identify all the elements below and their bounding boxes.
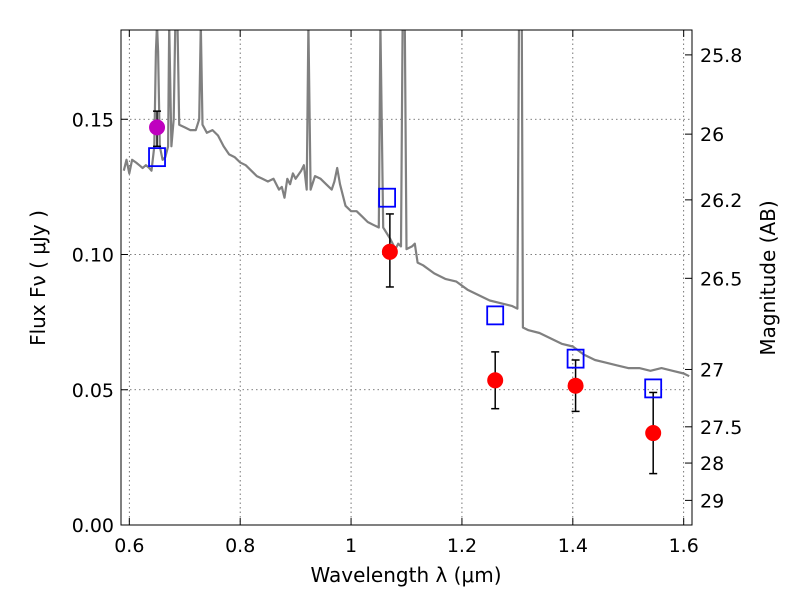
spectrum-line (122, 30, 690, 378)
y2-tick-label: 29 (700, 490, 724, 512)
model-box (644, 378, 663, 399)
y-tick-label: 0.00 (72, 515, 114, 537)
x-tick-label: 1.2 (447, 535, 477, 557)
axis-ticks: 0.6 0.8 1 1.2 1.4 1.6 0.00 0.05 0.10 0.15 25.8 26 26… (72, 30, 742, 557)
x-tick-label: 1.6 (669, 535, 699, 557)
y2-tick-label: 26 (700, 124, 724, 146)
y2-tick-label: 27 (700, 359, 724, 381)
plot-frame (120, 29, 693, 526)
data-point (645, 425, 662, 442)
x-axis-label: Wavelength λ (μm) (310, 563, 501, 587)
data-point (381, 243, 398, 260)
y-axis-label: Flux Fν ( μJy ) (26, 210, 50, 346)
x-tick-label: 1.4 (558, 535, 588, 557)
x-tick-label: 0.8 (225, 535, 255, 557)
model-box (148, 147, 166, 168)
model-box (486, 305, 505, 326)
model-box (378, 187, 396, 208)
data-point (567, 377, 584, 394)
x-tick-label: 1 (345, 535, 357, 557)
x-tick-label: 0.6 (114, 535, 144, 557)
y2-tick-label: 25.8 (700, 45, 742, 67)
data-point (487, 372, 504, 389)
y-tick-label: 0.10 (72, 245, 114, 267)
y2-axis-label: Magnitude (AB) (756, 200, 780, 355)
model-spectrum (122, 30, 690, 378)
y2-tick-label: 28 (700, 453, 724, 475)
y-tick-label: 0.15 (72, 109, 114, 131)
data-markers (148, 119, 663, 442)
y2-tick-label: 26.5 (700, 268, 742, 290)
model-box (566, 348, 585, 369)
y2-tick-label: 26.2 (700, 190, 742, 212)
data-point (149, 119, 166, 136)
y2-tick-label: 27.5 (700, 417, 742, 439)
y-tick-label: 0.05 (72, 380, 114, 402)
